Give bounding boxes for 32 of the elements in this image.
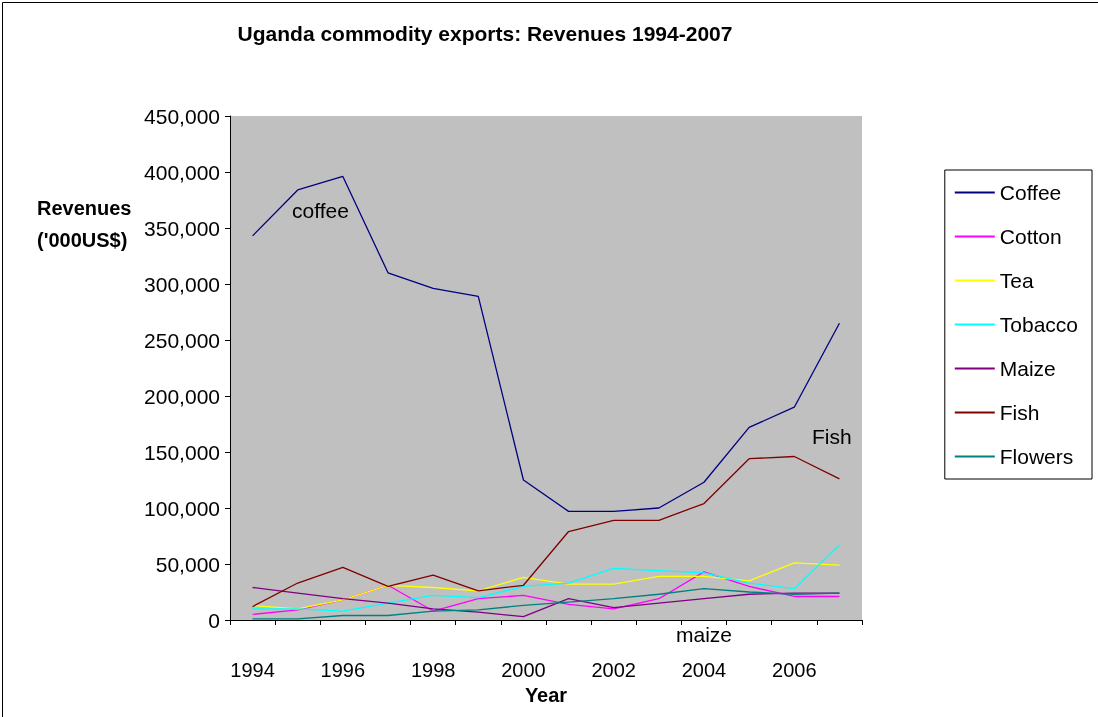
legend-label: Tea [999,269,1034,292]
y-tick-label: 250,000 [144,328,220,352]
legend-label: Coffee [999,181,1062,204]
y-tick-label: 150,000 [144,440,220,464]
y-tick-label: 400,000 [144,160,220,184]
legend-label: Cotton [999,225,1062,248]
x-tick-label: 1998 [410,659,456,681]
text: maize [676,623,733,646]
y-tick-label: 350,000 [144,216,220,240]
annotation: Fish [812,425,852,448]
y-tick-label: 300,000 [144,272,220,296]
line-series [251,544,841,612]
line-series [251,455,841,608]
chart-title: Uganda commodity exports: Revenues 1994-2007 [237,22,733,45]
y-axis-title: Revenues ('000US$) [37,197,132,251]
x-tick-label: 2002 [591,659,636,681]
x-tick-label: 2000 [501,659,546,681]
x-tick-label: 2006 [772,659,817,681]
legend-label: Flowers [999,445,1074,468]
y-tick-label: 450,000 [144,104,220,128]
legend-label: Maize [999,357,1056,380]
x-axis-title: Year [524,683,568,706]
x-tick-label: 1994 [230,659,275,681]
legend-label: Tobacco [999,313,1078,336]
annotation: coffee [292,199,349,222]
y-tick-label: 200,000 [144,384,220,408]
x-tick-label: 2004 [681,659,727,681]
y-tick-label: 50,000 [155,552,220,576]
y-tick-label: 0 [208,608,220,632]
legend-label: Fish [999,401,1040,424]
y-tick-label: 100,000 [144,496,220,520]
x-tick-label: 1996 [320,659,366,681]
